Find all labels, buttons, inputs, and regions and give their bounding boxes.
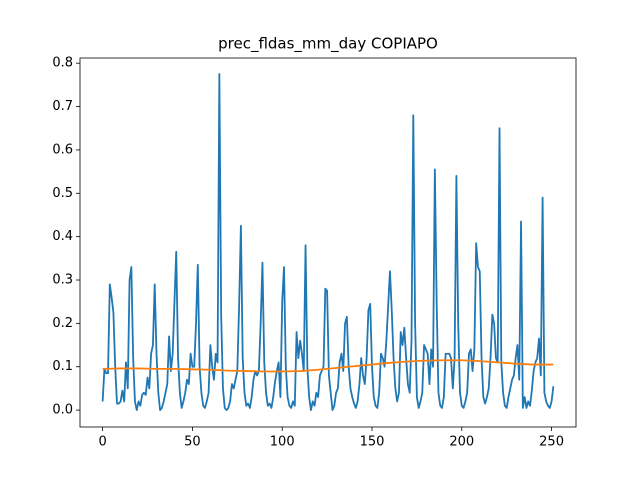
y-tick-label: 0.3 (52, 273, 73, 288)
x-tick-label: 150 (360, 435, 385, 450)
chart-title: prec_fldas_mm_day COPIAPO (218, 35, 438, 54)
line-series (101, 73, 555, 411)
plot-frame (79, 57, 577, 428)
y-tick-label: 0.0 (52, 403, 73, 418)
y-tick-label: 0.8 (52, 56, 73, 71)
y-tick-label: 0.1 (52, 359, 73, 374)
x-tick-label: 200 (449, 435, 474, 450)
x-tick-label: 100 (270, 435, 295, 450)
y-tick-label: 0.2 (52, 316, 73, 331)
line-series (102, 359, 554, 373)
y-tick-label: 0.6 (52, 142, 73, 157)
y-tick-label: 0.7 (52, 99, 73, 114)
x-tick-label: 0 (98, 435, 106, 450)
y-tick-label: 0.4 (52, 229, 73, 244)
x-tick-label: 50 (184, 435, 201, 450)
x-tick-label: 250 (539, 435, 564, 450)
y-tick-label: 0.5 (52, 186, 73, 201)
